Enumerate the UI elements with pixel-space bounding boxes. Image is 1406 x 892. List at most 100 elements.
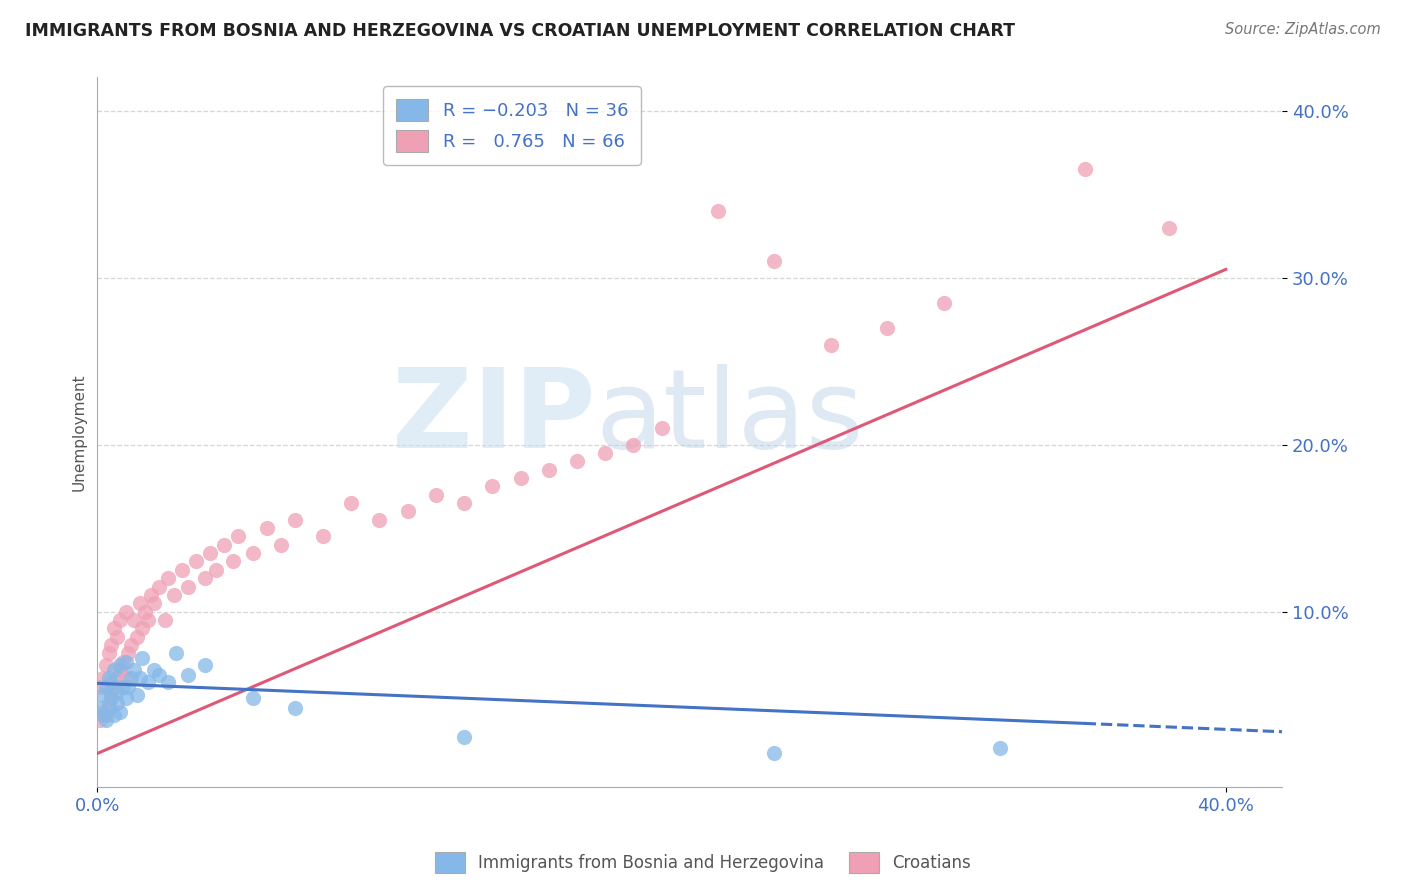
Point [89, 701, 111, 715]
Point [122, 613, 145, 627]
Point [707, 204, 730, 219]
Point [117, 646, 139, 660]
Point [184, 554, 207, 568]
Point [117, 680, 139, 694]
Point [105, 630, 128, 644]
Point [222, 554, 245, 568]
Point [340, 496, 363, 510]
Point [103, 680, 125, 694]
Point [153, 613, 176, 627]
Point [91, 705, 114, 719]
Point [120, 638, 142, 652]
Point [108, 705, 131, 719]
Point [139, 588, 162, 602]
Point [565, 454, 588, 468]
Point [111, 655, 134, 669]
Point [284, 513, 307, 527]
Text: IMMIGRANTS FROM BOSNIA AND HERZEGOVINA VS CROATIAN UNEMPLOYMENT CORRELATION CHAR: IMMIGRANTS FROM BOSNIA AND HERZEGOVINA V… [25, 22, 1015, 40]
Point [509, 471, 531, 485]
Point [148, 668, 170, 682]
Point [396, 504, 419, 518]
Point [1074, 162, 1097, 177]
Point [131, 621, 153, 635]
Point [97, 646, 120, 660]
Point [100, 688, 122, 702]
Point [114, 691, 136, 706]
Point [97, 701, 120, 715]
Point [125, 688, 148, 702]
Point [100, 638, 122, 652]
Point [94, 658, 117, 673]
Point [114, 605, 136, 619]
Point [105, 684, 128, 698]
Point [97, 671, 120, 685]
Point [228, 529, 250, 543]
Point [128, 671, 150, 685]
Point [176, 668, 198, 682]
Point [763, 254, 786, 268]
Point [105, 671, 128, 685]
Point [481, 479, 503, 493]
Point [89, 713, 111, 727]
Point [284, 701, 307, 715]
Point [103, 708, 125, 723]
Point [593, 446, 616, 460]
Point [114, 655, 136, 669]
Point [125, 630, 148, 644]
Point [242, 691, 264, 706]
Point [205, 563, 228, 577]
Point [242, 546, 264, 560]
Text: ZIP: ZIP [392, 365, 595, 472]
Point [136, 674, 159, 689]
Point [103, 621, 125, 635]
Point [100, 691, 122, 706]
Point [425, 488, 447, 502]
Point [97, 697, 120, 711]
Point [89, 680, 111, 694]
Point [453, 730, 475, 744]
Point [193, 658, 215, 673]
Point [932, 295, 955, 310]
Point [198, 546, 221, 560]
Point [134, 605, 156, 619]
Point [103, 663, 125, 677]
Point [156, 571, 179, 585]
Point [111, 680, 134, 694]
Point [136, 613, 159, 627]
Point [988, 741, 1011, 756]
Point [270, 538, 292, 552]
Point [651, 421, 673, 435]
Point [128, 596, 150, 610]
Point [165, 646, 187, 660]
Point [94, 708, 117, 723]
Point [537, 463, 560, 477]
Point [91, 708, 114, 723]
Point [368, 513, 391, 527]
Point [108, 613, 131, 627]
Point [94, 713, 117, 727]
Legend: Immigrants from Bosnia and Herzegovina, Croatians: Immigrants from Bosnia and Herzegovina, … [427, 846, 979, 880]
Point [176, 580, 198, 594]
Text: atlas: atlas [595, 365, 863, 472]
Point [114, 671, 136, 685]
Point [91, 671, 114, 685]
Legend: R = −0.203   N = 36, R =   0.765   N = 66: R = −0.203 N = 36, R = 0.765 N = 66 [384, 87, 641, 165]
Point [256, 521, 278, 535]
Y-axis label: Unemployment: Unemployment [72, 374, 86, 491]
Point [91, 688, 114, 702]
Point [763, 747, 786, 761]
Point [105, 697, 128, 711]
Point [100, 674, 122, 689]
Point [621, 437, 644, 451]
Point [312, 529, 335, 543]
Point [131, 651, 153, 665]
Point [453, 496, 475, 510]
Text: Source: ZipAtlas.com: Source: ZipAtlas.com [1225, 22, 1381, 37]
Point [108, 658, 131, 673]
Point [170, 563, 193, 577]
Point [122, 663, 145, 677]
Point [1159, 220, 1181, 235]
Point [148, 580, 170, 594]
Point [214, 538, 236, 552]
Point [876, 321, 898, 335]
